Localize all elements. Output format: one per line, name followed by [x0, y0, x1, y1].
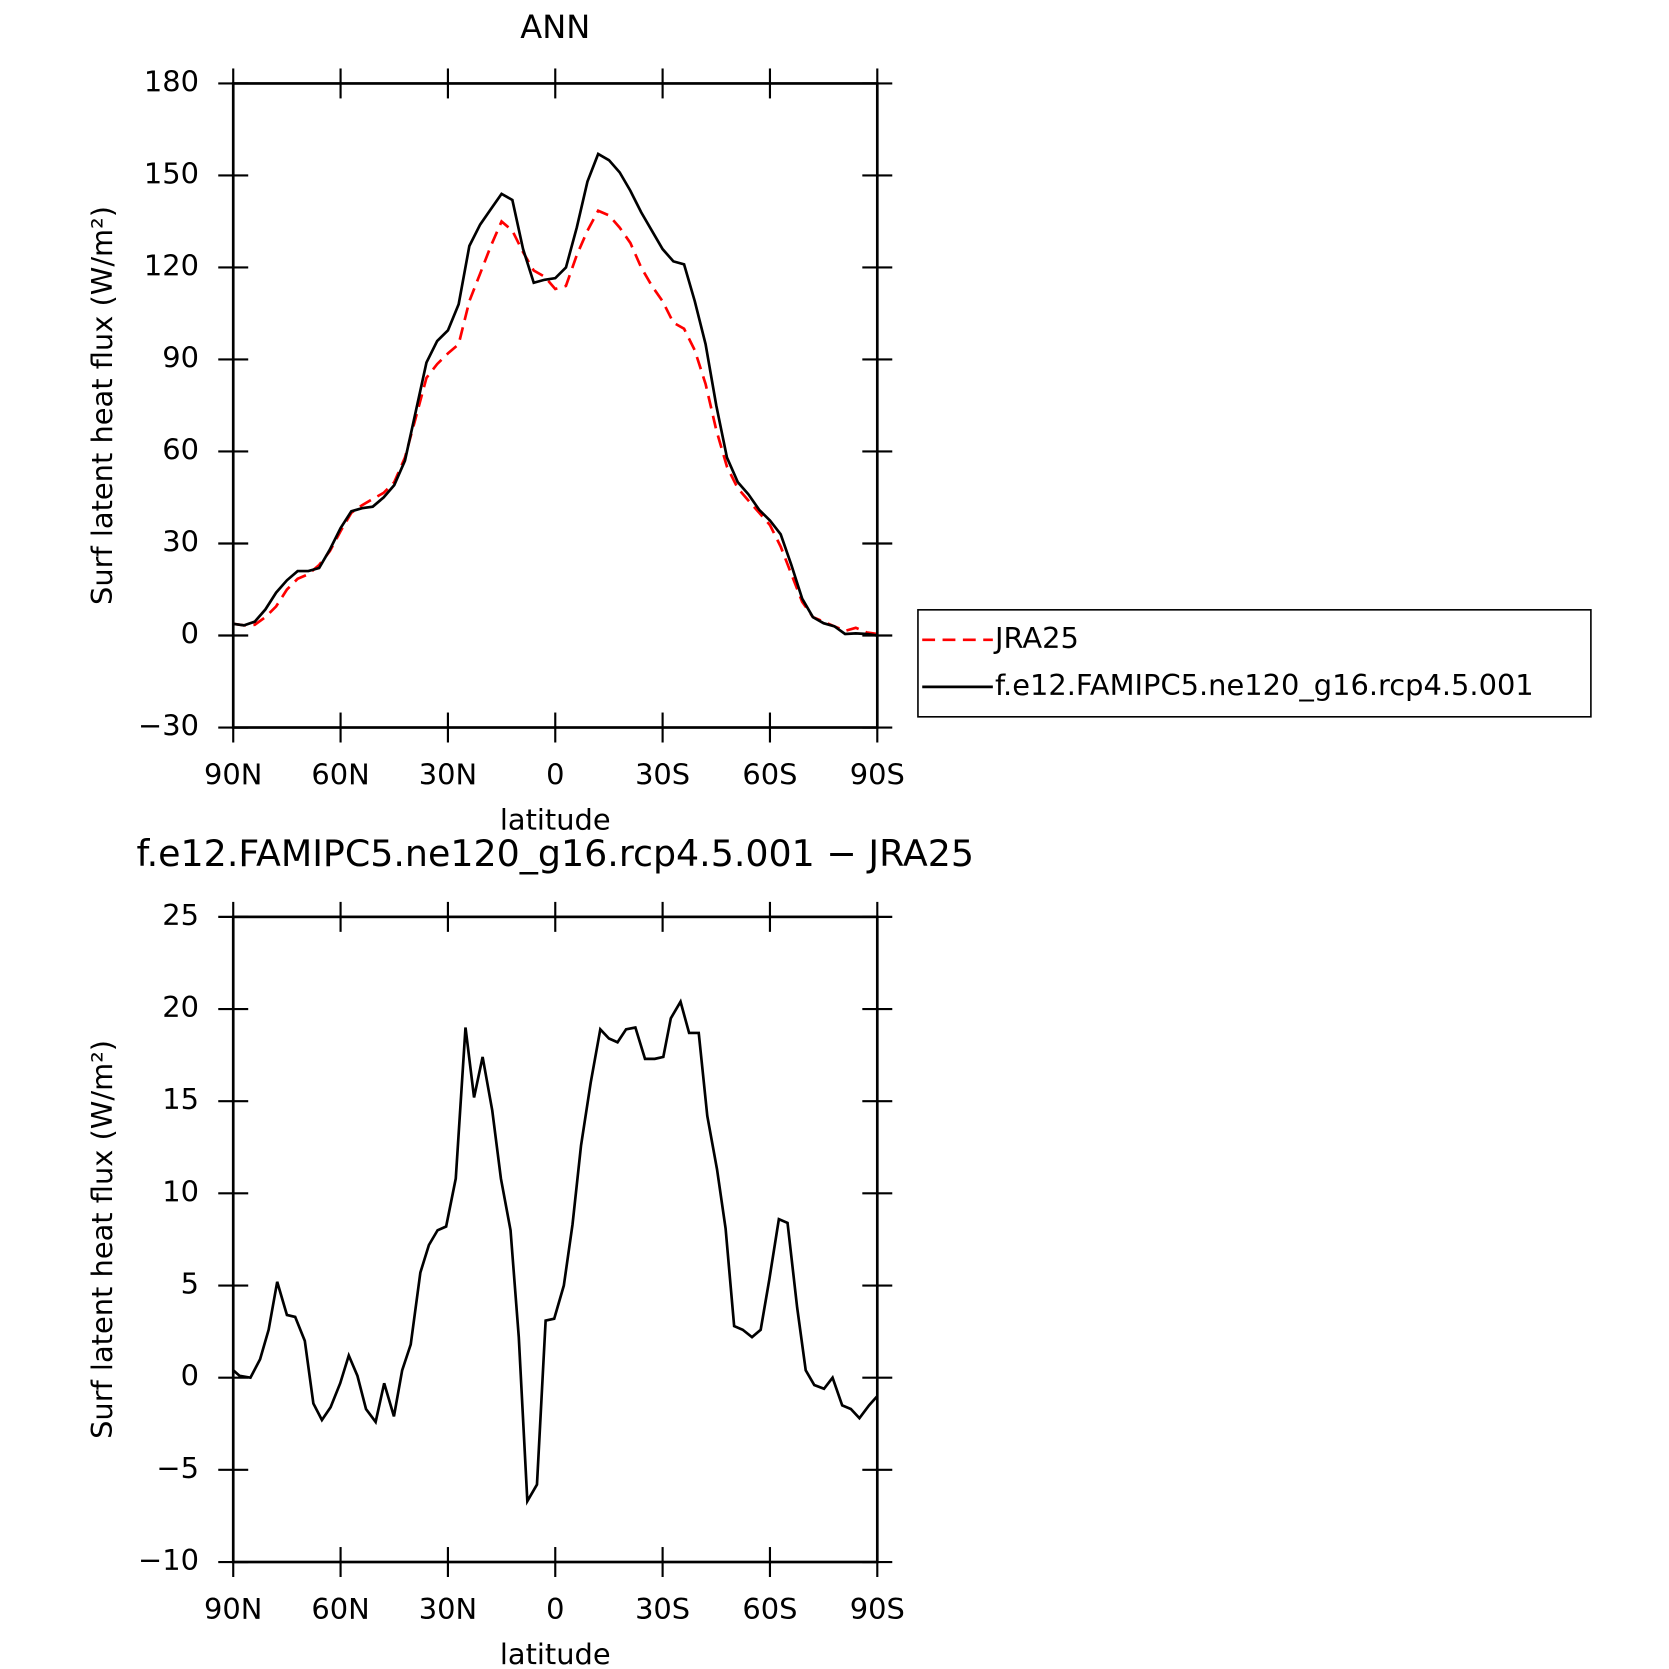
- x-tick-label: 30S: [635, 758, 690, 792]
- y-tick-label: 20: [162, 990, 199, 1024]
- x-tick-label: 60N: [311, 1592, 369, 1626]
- x-tick-label: 0: [546, 1592, 564, 1626]
- legend-box: [917, 609, 1592, 718]
- y-tick-label: −10: [138, 1543, 199, 1577]
- legend-label: f.e12.FAMIPC5.ne120_g16.rcp4.5.001: [995, 668, 1534, 702]
- y-tick-label: 60: [162, 432, 199, 466]
- y-tick-label: 0: [181, 617, 199, 651]
- x-tick-label: 30S: [635, 1592, 690, 1626]
- plot-frame: [231, 82, 879, 729]
- data-line: [233, 152, 878, 637]
- y-tick-label: 10: [162, 1174, 199, 1208]
- x-axis-label: latitude: [500, 1637, 611, 1669]
- y-tick-label: 150: [144, 156, 199, 190]
- y-tick-label: 30: [162, 524, 199, 558]
- chart-title: f.e12.FAMIPC5.ne120_g16.rcp4.5.001 − JRA…: [136, 832, 974, 875]
- y-tick-label: −5: [156, 1451, 199, 1485]
- chart-title: ANN: [520, 8, 590, 46]
- y-tick-label: −30: [138, 709, 199, 743]
- data-line: [232, 998, 879, 1506]
- x-tick-label: 90N: [204, 758, 262, 792]
- x-tick-label: 90S: [850, 1592, 905, 1626]
- y-axis-label: Surf latent heat flux (W/m²): [85, 206, 119, 605]
- x-axis-label: latitude: [500, 803, 611, 837]
- legend-label: JRA25: [993, 621, 1079, 655]
- data-line: [233, 209, 878, 636]
- x-tick-label: 60S: [742, 1592, 797, 1626]
- y-tick-label: 180: [144, 64, 199, 98]
- x-tick-label: 90S: [850, 758, 905, 792]
- y-tick-label: 90: [162, 340, 199, 374]
- y-axis-label: Surf latent heat flux (W/m²): [85, 1040, 119, 1439]
- y-tick-label: 25: [162, 898, 199, 932]
- x-tick-label: 30N: [419, 1592, 477, 1626]
- x-tick-label: 0: [546, 758, 564, 792]
- plot-frame: [231, 915, 879, 1564]
- x-tick-label: 60S: [742, 758, 797, 792]
- x-tick-label: 30N: [419, 758, 477, 792]
- y-tick-label: 120: [144, 248, 199, 282]
- x-tick-label: 60N: [311, 758, 369, 792]
- y-tick-label: 0: [181, 1359, 199, 1393]
- y-tick-label: 5: [181, 1267, 199, 1301]
- x-tick-label: 90N: [204, 1592, 262, 1626]
- y-tick-label: 15: [162, 1082, 199, 1116]
